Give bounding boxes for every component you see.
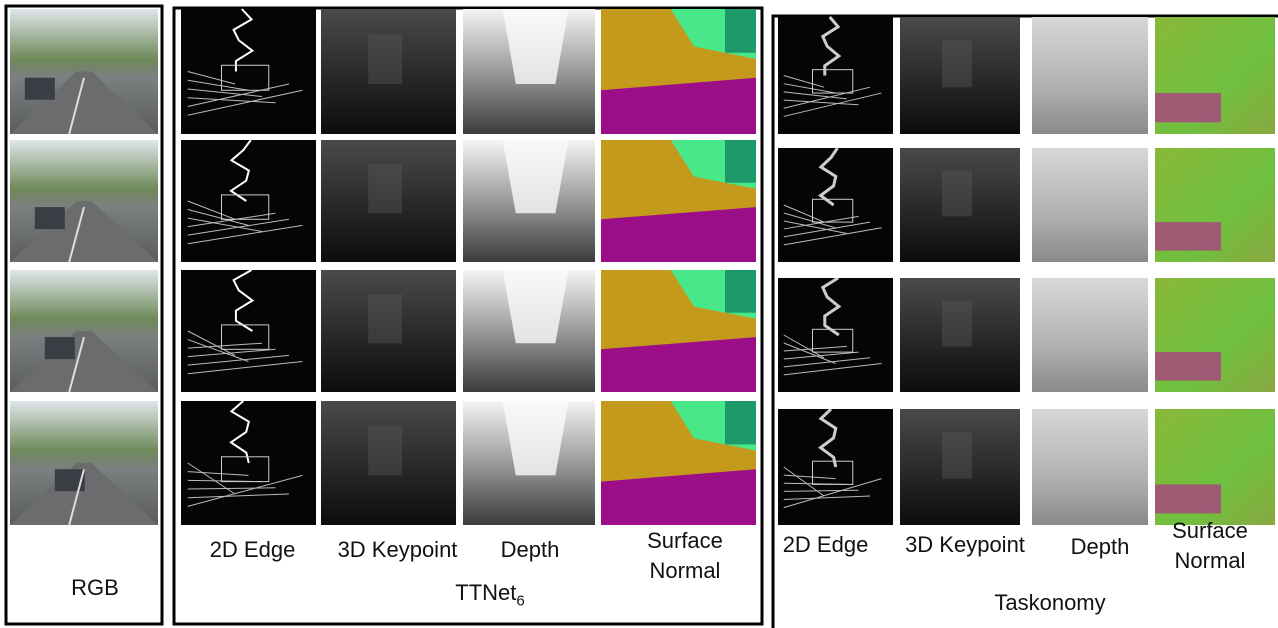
- normal-region: [1155, 484, 1221, 513]
- keypoint-blob: [368, 164, 402, 213]
- depth-image: [1032, 17, 1148, 134]
- keypoint-blob: [368, 34, 402, 84]
- edge-image: [778, 148, 893, 262]
- rgb-car: [45, 337, 75, 359]
- column-label: 2D Edge: [190, 535, 315, 565]
- keypoint-blob: [942, 432, 972, 478]
- column-label: Depth: [1050, 532, 1150, 562]
- column-label: Depth: [480, 535, 580, 565]
- keypoint-blob: [942, 301, 972, 347]
- normal-region: [725, 140, 756, 183]
- depth-image: [1032, 148, 1148, 262]
- panel-label-subscript: 6: [516, 592, 524, 609]
- edge-image: [181, 140, 316, 262]
- column-label: Surface Normal: [1150, 516, 1270, 576]
- panel-label: Taskonomy: [970, 588, 1130, 618]
- column-label: 2D Edge: [768, 530, 883, 560]
- column-label: 3D Keypoint: [325, 535, 470, 565]
- normal-region: [725, 9, 756, 53]
- rgb-car: [35, 207, 65, 229]
- keypoint-blob: [942, 171, 972, 217]
- column-label: Surface Normal: [625, 526, 745, 586]
- normal-region: [1155, 222, 1221, 251]
- keypoint-blob: [368, 426, 402, 476]
- keypoint-blob: [942, 40, 972, 87]
- panel-label-text: TTNet: [455, 580, 516, 605]
- rgb-car: [25, 78, 55, 100]
- normal-region: [725, 270, 756, 313]
- edge-image: [181, 270, 316, 392]
- depth-image: [1032, 409, 1148, 525]
- edge-image: [778, 17, 893, 134]
- figure: RGB 2D Edge 3D Keypoint Depth Surface No…: [0, 0, 1278, 628]
- keypoint-blob: [368, 294, 402, 343]
- panel-label: TTNet6: [420, 578, 560, 616]
- depth-image: [1032, 278, 1148, 392]
- normal-region: [1155, 352, 1221, 381]
- edge-image: [181, 9, 316, 134]
- edge-image: [778, 278, 893, 392]
- column-label: 3D Keypoint: [890, 530, 1040, 560]
- panel-label: RGB: [40, 573, 150, 603]
- normal-region: [1155, 93, 1221, 122]
- normal-region: [725, 401, 756, 444]
